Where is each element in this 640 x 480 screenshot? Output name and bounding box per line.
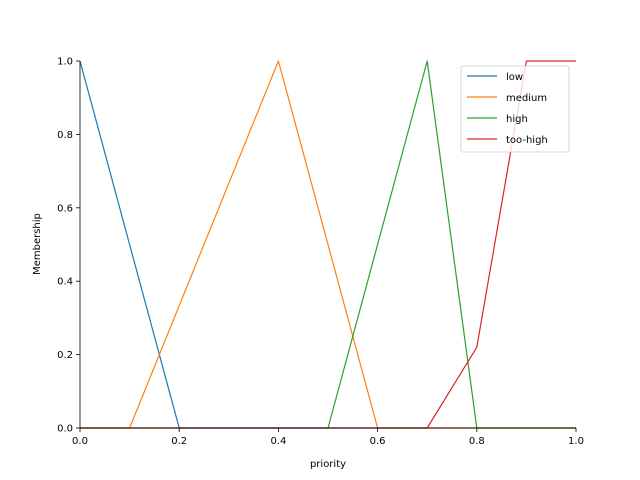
- y-axis-label: Membership: [32, 213, 43, 275]
- x-tick-label: 0.6: [370, 436, 386, 447]
- x-ticks: 0.0 0.2 0.4 0.6 0.8 1.0: [72, 428, 584, 447]
- legend: low medium high too-high: [460, 65, 570, 153]
- y-tick-label: 0.8: [57, 130, 73, 141]
- x-axis-label: priority: [310, 459, 346, 470]
- legend-label-high: high: [506, 114, 528, 125]
- y-tick-label: 1.0: [57, 57, 73, 68]
- y-ticks: 0.0 0.2 0.4 0.6 0.8 1.0: [57, 57, 80, 435]
- x-tick-label: 1.0: [568, 436, 584, 447]
- x-tick-label: 0.0: [72, 436, 88, 447]
- y-tick-label: 0.6: [57, 203, 73, 214]
- axes: [79, 61, 576, 429]
- x-tick-label: 0.4: [270, 436, 286, 447]
- x-tick-label: 0.2: [171, 436, 187, 447]
- y-tick-label: 0.2: [57, 350, 73, 361]
- legend-label-too-high: too-high: [506, 135, 548, 146]
- legend-box: [460, 65, 570, 153]
- legend-label-medium: medium: [506, 93, 547, 104]
- y-tick-label: 0.4: [57, 277, 73, 288]
- x-tick-label: 0.8: [469, 436, 485, 447]
- legend-label-low: low: [506, 72, 523, 83]
- y-tick-label: 0.0: [57, 424, 73, 435]
